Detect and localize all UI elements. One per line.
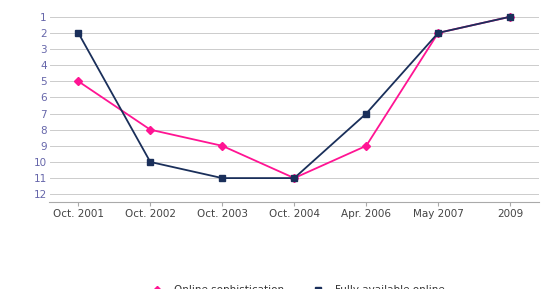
Fully available online <box>147 160 153 164</box>
Fully available online <box>219 176 225 180</box>
Fully available online <box>435 31 442 35</box>
Online sophistication <box>435 31 442 35</box>
Online sophistication <box>219 144 225 148</box>
Fully available online <box>363 112 370 115</box>
Fully available online <box>507 15 514 18</box>
Online sophistication <box>291 176 298 180</box>
Legend: Online sophistication, Fully available online: Online sophistication, Fully available o… <box>140 281 449 289</box>
Fully available online <box>291 176 298 180</box>
Fully available online <box>75 31 81 35</box>
Online sophistication <box>75 79 81 83</box>
Online sophistication <box>507 15 514 18</box>
Online sophistication <box>147 128 153 131</box>
Online sophistication <box>363 144 370 148</box>
Line: Fully available online: Fully available online <box>75 14 513 181</box>
Line: Online sophistication: Online sophistication <box>75 14 513 181</box>
